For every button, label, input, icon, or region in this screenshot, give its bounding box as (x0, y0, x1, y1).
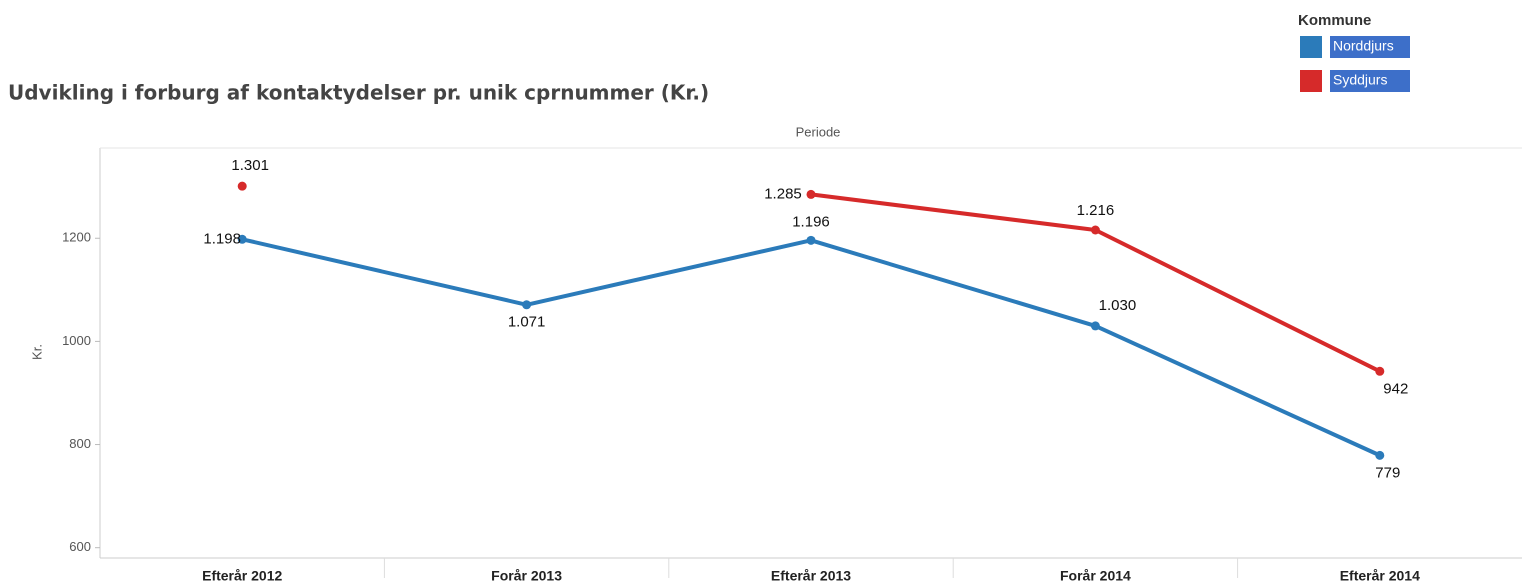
series-line (810, 192, 1381, 374)
y-tick-label: 800 (69, 436, 91, 451)
data-label: 779 (1375, 464, 1400, 481)
legend-highlight[interactable] (1330, 36, 1410, 58)
data-point (806, 189, 816, 199)
data-label: 1.030 (1099, 297, 1137, 314)
legend-title: Kommune (1298, 12, 1371, 29)
x-tick-label: Forår 2013 (491, 568, 562, 584)
data-label: 1.285 (764, 185, 802, 202)
data-point (237, 181, 247, 191)
data-point (237, 234, 247, 244)
data-point (806, 235, 816, 245)
y-tick-label: 600 (69, 539, 91, 554)
y-tick-label: 1200 (62, 230, 91, 245)
legend-label[interactable]: Norddjurs (1333, 38, 1394, 54)
data-point (1090, 321, 1100, 331)
data-label: 1.196 (792, 213, 830, 230)
x-tick-label: Efterår 2013 (771, 568, 851, 584)
data-label: 1.216 (1077, 202, 1115, 219)
legend-label[interactable]: Syddjurs (1333, 72, 1387, 88)
y-tick-label: 1000 (62, 333, 91, 348)
legend-swatch[interactable] (1300, 70, 1322, 92)
x-tick-label: Efterår 2014 (1340, 568, 1420, 584)
data-point (1375, 366, 1385, 376)
y-axis-title: Kr. (29, 344, 44, 360)
series-line (241, 237, 1381, 458)
x-tick-label: Efterår 2012 (202, 568, 282, 584)
legend-highlight[interactable] (1330, 70, 1410, 92)
data-label: 1.198 (203, 230, 241, 247)
data-label: 942 (1383, 380, 1408, 397)
chart-title: Udvikling i forburg af kontaktydelser pr… (8, 81, 709, 105)
data-point (522, 300, 532, 310)
data-label: 1.301 (231, 157, 269, 174)
data-point (1090, 225, 1100, 235)
data-label: 1.071 (508, 314, 546, 331)
x-axis-title: Periode (796, 124, 841, 139)
x-tick-label: Forår 2014 (1060, 568, 1131, 584)
legend-swatch[interactable] (1300, 36, 1322, 58)
data-point (1375, 450, 1385, 460)
